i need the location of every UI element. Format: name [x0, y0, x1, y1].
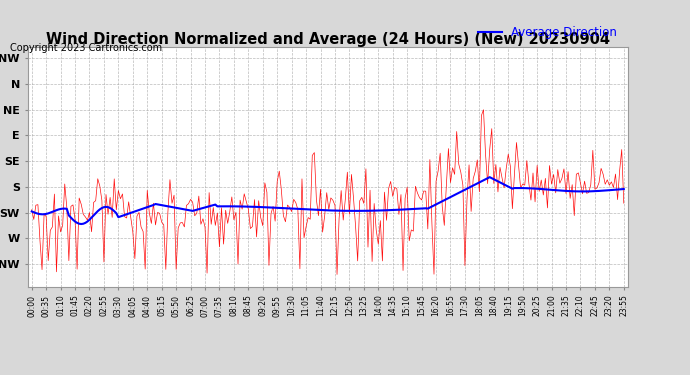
Text: Copyright 2023 Cartronics.com: Copyright 2023 Cartronics.com — [10, 43, 162, 52]
Legend: Average Direction: Average Direction — [473, 22, 622, 44]
Title: Wind Direction Normalized and Average (24 Hours) (New) 20230904: Wind Direction Normalized and Average (2… — [46, 32, 610, 47]
